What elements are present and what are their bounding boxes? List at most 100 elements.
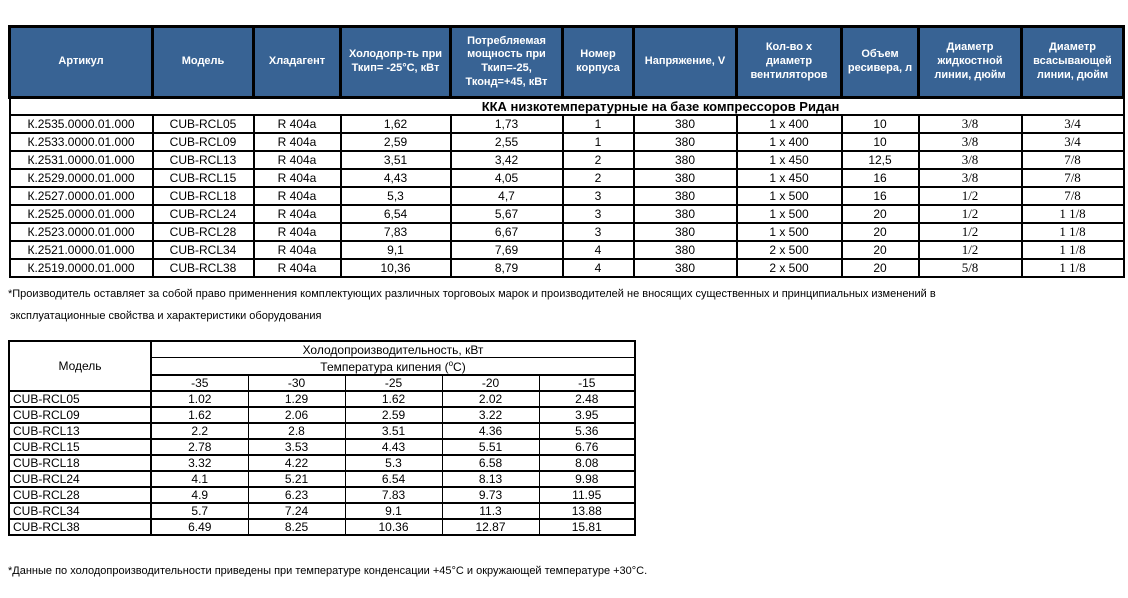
column-header-refrigerant: Хладагент: [252, 25, 342, 99]
spec-cell: 4,05: [449, 168, 564, 188]
capacity-cell: 8.13: [441, 470, 540, 488]
manufacturer-footnote-line2: эксплуатационные свойства и характеристи…: [10, 310, 322, 322]
capacity-cell: 6.58: [441, 454, 540, 472]
spec-cell: К.2525.0000.01.000: [8, 204, 154, 224]
column-header-housing: Номер корпуса: [561, 25, 635, 99]
spec-cell: 1 x 400: [735, 132, 843, 152]
table-row: CUB-RCL05 1.02 1.29 1.62 2.02 2.48: [8, 390, 636, 408]
spec-cell: R 404a: [252, 132, 342, 152]
table-row: К.2527.0000.01.000 CUB-RCL18 R 404a 5,3 4,7 3…: [8, 186, 1125, 206]
column-header-receiver: Объем ресивера, л: [840, 25, 920, 99]
spec-cell: 7/8: [1020, 150, 1125, 170]
spec-cell: CUB-RCL34: [151, 240, 255, 260]
column-header-suction-line: Диаметр всасывающей линии, дюйм: [1020, 25, 1125, 99]
spec-cell: CUB-RCL28: [151, 222, 255, 242]
spec-cell: 1 x 450: [735, 168, 843, 188]
capacity-cell: 8.25: [247, 518, 346, 536]
capacity-cell: 2.78: [150, 438, 249, 456]
spec-cell: 1 x 400: [735, 114, 843, 134]
capacity-group-header: Холодопроизводительность, кВт: [150, 340, 636, 358]
spec-cell: 3/8: [917, 168, 1023, 188]
spec-cell: 380: [632, 132, 738, 152]
table-row: CUB-RCL13 2.2 2.8 3.51 4.36 5.36: [8, 422, 636, 440]
spec-cell: 380: [632, 222, 738, 242]
table-row: CUB-RCL34 5.7 7.24 9.1 11.3 13.88: [8, 502, 636, 520]
spec-cell: 20: [840, 240, 920, 260]
table-row: CUB-RCL18 3.32 4.22 5.3 6.58 8.08: [8, 454, 636, 472]
capacity-cell: 6.49: [150, 518, 249, 536]
spec-cell: 5,67: [449, 204, 564, 224]
spec-cell: 6,54: [339, 204, 452, 224]
spec-cell: 1,62: [339, 114, 452, 134]
spec-cell: 1/2: [917, 204, 1023, 224]
temp-col--20: -20: [441, 374, 540, 392]
capacity-cell: 1.62: [150, 406, 249, 424]
spec-cell: К.2533.0000.01.000: [8, 132, 154, 152]
table-row: CUB-RCL15 2.78 3.53 4.43 5.51 6.76: [8, 438, 636, 456]
spec-cell: R 404a: [252, 258, 342, 278]
spec-cell: 1/2: [917, 186, 1023, 206]
column-header-voltage: Напряжение, V: [632, 25, 738, 99]
spec-cell: 380: [632, 168, 738, 188]
spec-cell: CUB-RCL38: [151, 258, 255, 278]
table-row: CUB-RCL24 4.1 5.21 6.54 8.13 9.98: [8, 470, 636, 488]
capacity-cell: 3.51: [344, 422, 443, 440]
capacity-cell: 4.36: [441, 422, 540, 440]
spec-cell: R 404a: [252, 240, 342, 260]
table-row: К.2533.0000.01.000 CUB-RCL09 R 404a 2,59 2,5…: [8, 132, 1125, 152]
spec-cell: R 404a: [252, 204, 342, 224]
table-row: К.2519.0000.01.000 CUB-RCL38 R 404a 10,36 8,…: [8, 258, 1125, 278]
capacity-cell: 1.29: [247, 390, 346, 408]
spec-cell: 1,73: [449, 114, 564, 134]
table-row: К.2525.0000.01.000 CUB-RCL24 R 404a 6,54 5,6…: [8, 204, 1125, 224]
spec-cell: R 404a: [252, 150, 342, 170]
capacity-cell: 2.02: [441, 390, 540, 408]
capacity-cell: 2.48: [538, 390, 636, 408]
spec-cell: К.2527.0000.01.000: [8, 186, 154, 206]
table-row: К.2529.0000.01.000 CUB-RCL15 R 404a 4,43 4,0…: [8, 168, 1125, 188]
spec-cell: R 404a: [252, 114, 342, 134]
capacity-table-header: Модель Холодопроизводительность, кВт Тем…: [8, 340, 636, 392]
column-header-capacity: Холодопр-ть при Ткип= -25°С, кВт: [339, 25, 452, 99]
capacity-footnote: *Данные по холодопроизводительности прив…: [8, 565, 648, 577]
model-cell: CUB-RCL09: [8, 406, 152, 424]
spec-cell: 4,43: [339, 168, 452, 188]
spec-cell: 3/8: [917, 150, 1023, 170]
manufacturer-footnote-line1: *Производитель оставляет за собой право …: [8, 288, 936, 300]
capacity-cell: 2.59: [344, 406, 443, 424]
spec-cell: CUB-RCL05: [151, 114, 255, 134]
capacity-cell: 6.23: [247, 486, 346, 504]
spec-cell: К.2519.0000.01.000: [8, 258, 154, 278]
header-row: Артикул Модель Хладагент Холодопр-ть при…: [8, 25, 1125, 99]
table-row: К.2521.0000.01.000 CUB-RCL34 R 404a 9,1 7,69…: [8, 240, 1125, 260]
capacity-cell: 5.7: [150, 502, 249, 520]
spec-cell: 380: [632, 186, 738, 206]
table-row: CUB-RCL38 6.49 8.25 10.36 12.87 15.81: [8, 518, 636, 536]
spec-cell: CUB-RCL13: [151, 150, 255, 170]
spec-cell: 1 x 500: [735, 222, 843, 242]
spec-cell: 380: [632, 258, 738, 278]
spec-cell: 3,42: [449, 150, 564, 170]
spec-cell: 3/8: [917, 132, 1023, 152]
temp-col--25: -25: [344, 374, 443, 392]
spec-cell: CUB-RCL24: [151, 204, 255, 224]
capacity-table-container: Модель Холодопроизводительность, кВт Тем…: [8, 340, 636, 536]
spec-cell: 12,5: [840, 150, 920, 170]
model-cell: CUB-RCL13: [8, 422, 152, 440]
spec-table-header: Артикул Модель Хладагент Холодопр-ть при…: [8, 25, 1125, 99]
spec-cell: 1 x 450: [735, 150, 843, 170]
capacity-cell: 5.21: [247, 470, 346, 488]
column-header-model: Модель: [151, 25, 255, 99]
spec-cell: 16: [840, 186, 920, 206]
spec-cell: CUB-RCL15: [151, 168, 255, 188]
column-header-liquid-line: Диаметр жидкостной линии, дюйм: [917, 25, 1023, 99]
capacity-cell: 9.1: [344, 502, 443, 520]
spec-cell: 20: [840, 258, 920, 278]
spec-cell: К.2521.0000.01.000: [8, 240, 154, 260]
manufacturer-footnote: *Производитель оставляет за собой право …: [8, 283, 1123, 327]
table-row: К.2531.0000.01.000 CUB-RCL13 R 404a 3,51 3,4…: [8, 150, 1125, 170]
spec-cell: 1 x 500: [735, 204, 843, 224]
section-title-row: ККА низкотемпературные на базе компрессо…: [8, 96, 1125, 116]
capacity-table-body: CUB-RCL05 1.02 1.29 1.62 2.02 2.48 CUB-RCL09 1.…: [8, 390, 636, 536]
